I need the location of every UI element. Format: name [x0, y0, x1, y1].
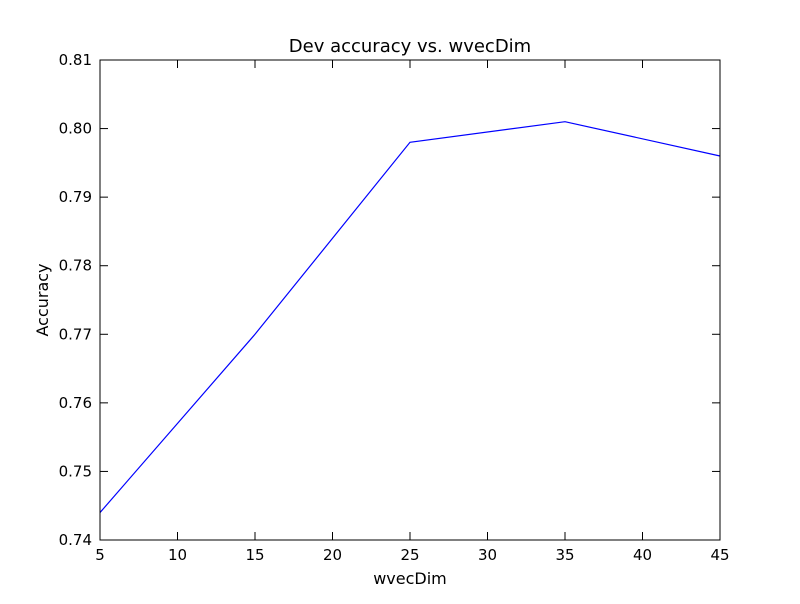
y-tick-label: 0.75: [59, 462, 92, 480]
x-tick-label: 25: [400, 546, 419, 564]
x-axis-title: wvecDim: [373, 569, 447, 588]
y-tick-label: 0.81: [59, 51, 92, 69]
y-tick-label: 0.80: [59, 120, 92, 138]
series-line-0: [99, 121, 721, 513]
x-tick-label: 15: [245, 546, 264, 564]
x-tick-label: 10: [168, 546, 187, 564]
x-tick-label: 40: [633, 546, 652, 564]
y-tick-label: 0.79: [59, 188, 92, 206]
chart-title: Dev accuracy vs. wvecDim: [289, 36, 531, 57]
x-tick-label: 35: [555, 546, 574, 564]
x-tick-label: 5: [95, 546, 105, 564]
y-axis-title: Accuracy: [33, 263, 52, 336]
x-tick-label: 30: [478, 546, 497, 564]
y-tick-label: 0.78: [59, 257, 92, 275]
y-tick-label: 0.76: [59, 394, 92, 412]
plot-area: 5 10 15 20 25 30 35 40 45 0.74 0.75 0.76 0.77 0.78 0.7…: [59, 51, 730, 564]
x-tick-label: 45: [710, 546, 729, 564]
y-tick-label: 0.74: [59, 531, 92, 549]
y-tick-label: 0.77: [59, 325, 92, 343]
x-tick-label: 20: [323, 546, 342, 564]
